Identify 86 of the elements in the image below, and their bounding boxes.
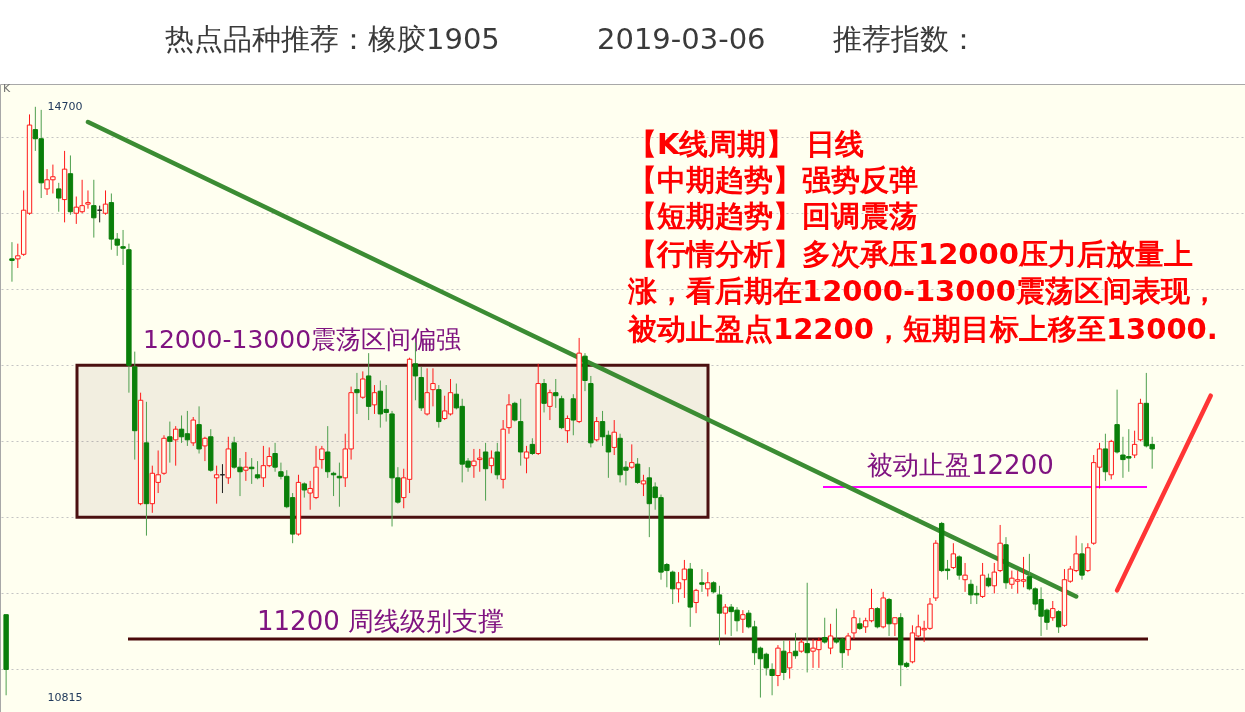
candlestick [722,603,729,635]
band-label: 12000-13000震荡区间偏强 [143,325,462,355]
annotation: 被动止盈点12200，短期目标上移至13000. [626,312,1218,346]
candlestick [424,367,430,416]
candlestick [430,367,436,407]
candlestick [892,617,898,637]
candlestick [640,474,647,497]
candlestick [506,393,512,435]
ref-line-label: 被动止盈12200 [867,449,1054,480]
candlestick [167,421,173,464]
chart-subtitle: 2019-03-06 [597,22,766,56]
candlestick [243,451,249,482]
candlestick [716,585,723,646]
candlestick [9,241,15,283]
candlestick [120,229,126,266]
candlestick [488,449,495,474]
candlestick [1050,600,1056,622]
candlestick [1085,542,1091,573]
candlestick [693,588,699,614]
candlestick [611,419,617,456]
candlestick [202,436,208,462]
text: 推荐指数： [833,22,978,56]
candlestick [570,393,576,436]
candlestick [956,554,962,581]
candlestick [541,378,547,413]
candlestick [845,632,851,657]
candlestick [740,609,746,634]
candlestick [851,609,857,640]
candlestick [1102,433,1109,482]
candlestick [1131,430,1138,459]
candlestick [553,378,559,409]
candlestick [629,443,635,470]
candlestick [477,448,483,473]
candlestick [593,416,600,442]
candlestick [804,582,810,673]
candlestick [699,568,705,593]
candlestick [319,445,325,470]
candlestick [991,562,997,594]
candlestick [681,559,688,599]
candlestick [325,425,331,479]
candlestick [512,401,518,423]
candlestick [822,617,828,645]
candlestick [781,640,787,681]
candlestick [371,384,378,415]
annotation: 【短期趋势】回调震荡 [628,199,918,233]
candlestick [102,189,109,216]
candlestick [213,465,220,505]
candlestick [1079,542,1085,581]
candlestick [254,460,261,480]
candlestick [172,425,179,467]
candlestick [670,570,676,605]
candlestick [190,416,196,447]
candlestick [482,442,489,502]
candlestick [634,457,641,485]
candlestick [962,562,968,593]
candlestick [786,640,793,680]
candlestick [564,414,571,444]
candlestick [56,182,62,213]
candlestick [354,372,360,415]
candlestick [523,445,530,474]
candlestick [360,370,366,400]
candlestick [249,457,255,485]
candlestick [85,189,91,210]
chart-title: 热点品种推荐：橡胶1905 [165,22,500,56]
candlestick [675,571,682,604]
y-tick-label: 14700 [47,100,83,114]
candlestick [272,442,278,473]
candlestick [950,542,957,570]
annotation: 【K线周期】 日线 [628,127,864,161]
annotation: K [3,82,11,95]
candlestick [494,442,500,480]
candlestick [547,389,553,421]
annotation: 【中期趋势】强势反弹 [628,163,918,197]
y-tick-label: 10815 [47,691,83,705]
candlestick [1055,609,1062,634]
annotation: 涨，看后期在12000-13000震荡区间表现， [627,274,1219,308]
candlestick [769,662,775,696]
ref-line-label: 11200 周线级别支撑 [257,606,504,637]
annotation: 【行情分析】多次承压12000压力后放量上 [628,237,1193,271]
candlestick [979,562,986,599]
candlestick [705,571,711,597]
candlestick [91,179,97,239]
candlestick [15,243,21,269]
candlestick [827,623,834,655]
candlestick [874,606,881,629]
candlestick [471,448,477,479]
